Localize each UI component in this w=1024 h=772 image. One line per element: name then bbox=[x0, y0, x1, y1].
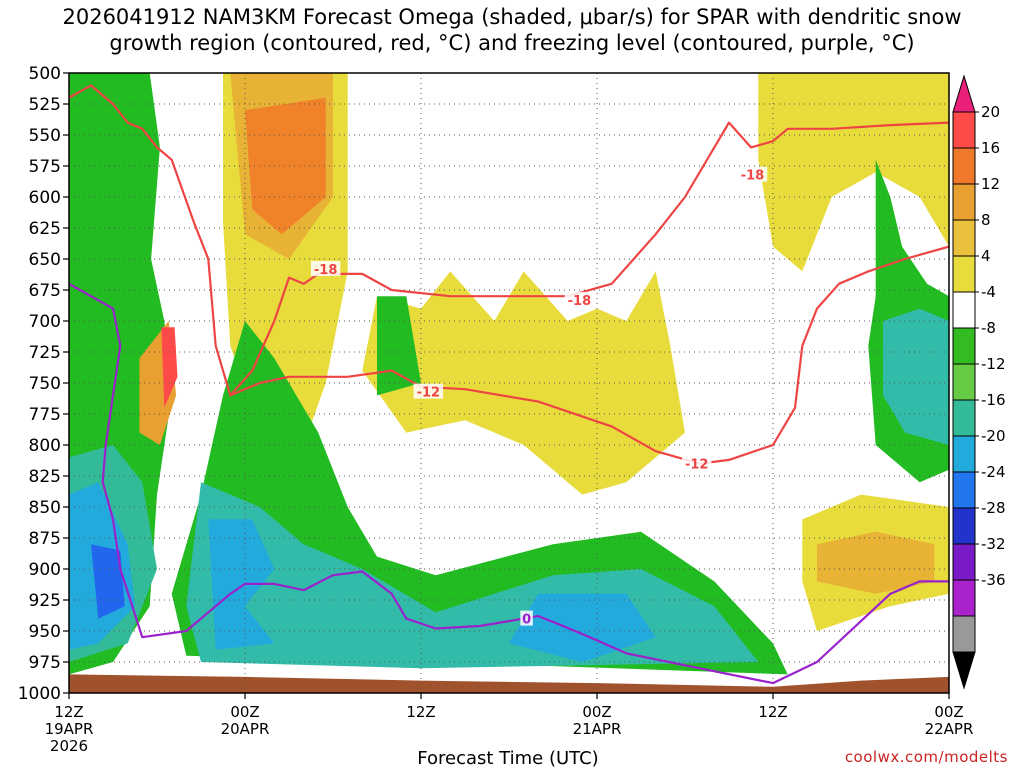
colorbar-swatch bbox=[952, 219, 976, 257]
y-tick-label: 600 bbox=[29, 188, 61, 208]
omega-region-19 bbox=[883, 308, 949, 445]
colorbar-swatch bbox=[952, 543, 976, 581]
omega-region-7 bbox=[245, 97, 326, 235]
y-tick-label: 575 bbox=[29, 157, 61, 177]
colorbar-label: 8 bbox=[981, 211, 991, 229]
colorbar-label: 16 bbox=[981, 139, 1000, 157]
colorbar-label: 12 bbox=[981, 175, 1000, 193]
y-tick-label: 1000 bbox=[18, 684, 61, 704]
omega-region-14 bbox=[362, 271, 685, 495]
y-tick-label: 750 bbox=[29, 374, 61, 394]
y-tick-label: 950 bbox=[29, 622, 61, 642]
y-tick-label: 875 bbox=[29, 529, 61, 549]
colorbar: 20 16 12 8 4 -4 -8 -12 -16 -20 -24 -28 -32 -36 bbox=[952, 74, 1006, 690]
chart-title-line2: growth region (contoured, red, °C) and f… bbox=[109, 31, 914, 55]
y-axis: 500 525 550 575 600 625 650 675 700 725 750 775 800 8… bbox=[18, 64, 69, 704]
x-tick-label: 12Z bbox=[54, 703, 83, 721]
contour-layer: -18 -18 -18 -12 -12 0 bbox=[69, 84, 949, 685]
y-tick-label: 550 bbox=[29, 126, 61, 146]
colorbar-swatch bbox=[952, 615, 976, 653]
freezing-level-0-label-bg bbox=[520, 610, 533, 626]
dgz-minus12-line bbox=[229, 245, 949, 465]
omega-region-13 bbox=[509, 593, 656, 662]
y-tick-label: 725 bbox=[29, 343, 61, 363]
colorbar-label: -36 bbox=[981, 571, 1006, 589]
dgz-minus12-label: -12 bbox=[417, 386, 441, 401]
x-tick-label: 22APR bbox=[925, 720, 974, 738]
dgz-minus18-label: -18 bbox=[741, 169, 765, 184]
colorbar-top-arrow bbox=[952, 74, 976, 113]
y-tick-label: 900 bbox=[29, 560, 61, 580]
x-tick-label: 00Z bbox=[934, 703, 963, 721]
omega-region-17 bbox=[817, 531, 935, 594]
colorbar-swatch bbox=[952, 111, 976, 149]
x-tick-label: 12Z bbox=[406, 703, 435, 721]
dgz-minus12-label: -12 bbox=[685, 458, 709, 473]
colorbar-label: 20 bbox=[981, 103, 1000, 121]
x-tick-label: 21APR bbox=[573, 720, 622, 738]
colorbar-swatch bbox=[952, 147, 976, 185]
y-tick-label: 850 bbox=[29, 498, 61, 518]
chart-title-line1: 2026041912 NAM3KM Forecast Omega (shaded… bbox=[62, 5, 961, 29]
x-tick-label: 00Z bbox=[582, 703, 611, 721]
colorbar-label: -12 bbox=[981, 355, 1006, 373]
colorbar-swatch bbox=[952, 255, 976, 293]
colorbar-swatch bbox=[952, 507, 976, 545]
credit-text[interactable]: coolwx.com/modelts bbox=[845, 748, 1008, 766]
colorbar-label: -4 bbox=[981, 283, 996, 301]
freezing-level-0-line bbox=[69, 282, 949, 685]
dgz-minus12-label-bg bbox=[413, 383, 444, 399]
dgz-minus18-label-bg bbox=[310, 260, 341, 276]
y-tick-label: 625 bbox=[29, 219, 61, 239]
colorbar-label: -32 bbox=[981, 535, 1006, 553]
y-tick-label: 925 bbox=[29, 591, 61, 611]
colorbar-label: -16 bbox=[981, 391, 1006, 409]
x-tick-label: 20APR bbox=[221, 720, 270, 738]
x-tick-label: 19APR bbox=[45, 720, 94, 738]
colorbar-swatch bbox=[952, 327, 976, 365]
colorbar-swatch bbox=[952, 291, 976, 329]
freezing-level-0-label: 0 bbox=[522, 613, 531, 628]
y-tick-label: 975 bbox=[29, 653, 61, 673]
y-tick-label: 775 bbox=[29, 405, 61, 425]
y-tick-label: 800 bbox=[29, 436, 61, 456]
omega-shading-layer bbox=[69, 73, 949, 675]
grid-layer bbox=[69, 73, 949, 693]
omega-region-15 bbox=[758, 73, 949, 272]
terrain-layer bbox=[69, 674, 949, 693]
x-tick-label: 12Z bbox=[758, 703, 787, 721]
y-tick-label: 525 bbox=[29, 95, 61, 115]
dgz-minus12-label-bg bbox=[681, 455, 712, 471]
colorbar-label: 4 bbox=[981, 247, 991, 265]
omega-region-9 bbox=[161, 327, 178, 408]
dgz-minus18-label: -18 bbox=[314, 263, 338, 278]
y-tick-label: 675 bbox=[29, 281, 61, 301]
colorbar-label: -8 bbox=[981, 319, 996, 337]
dgz-minus18-label: -18 bbox=[568, 294, 592, 309]
colorbar-swatch bbox=[952, 435, 976, 473]
y-tick-label: 825 bbox=[29, 467, 61, 487]
colorbar-label: -24 bbox=[981, 463, 1006, 481]
colorbar-swatch bbox=[952, 471, 976, 509]
colorbar-label: -20 bbox=[981, 427, 1006, 445]
omega-region-12 bbox=[208, 519, 275, 650]
colorbar-swatch bbox=[952, 399, 976, 437]
dgz-minus18-label-bg bbox=[737, 166, 768, 182]
colorbar-bottom-arrow bbox=[952, 651, 976, 690]
x-axis-label: Forecast Time (UTC) bbox=[417, 748, 598, 768]
dgz-minus18-label-bg bbox=[564, 291, 595, 307]
terrain-fill bbox=[69, 674, 949, 693]
y-tick-label: 500 bbox=[29, 64, 61, 84]
y-tick-label: 650 bbox=[29, 250, 61, 270]
y-tick-label: 700 bbox=[29, 312, 61, 332]
x-tick-label: 00Z bbox=[230, 703, 259, 721]
colorbar-swatch bbox=[952, 183, 976, 221]
colorbar-swatch bbox=[952, 363, 976, 401]
colorbar-label: -28 bbox=[981, 499, 1006, 517]
x-tick-label: 2026 bbox=[50, 737, 88, 755]
colorbar-swatch bbox=[952, 579, 976, 617]
